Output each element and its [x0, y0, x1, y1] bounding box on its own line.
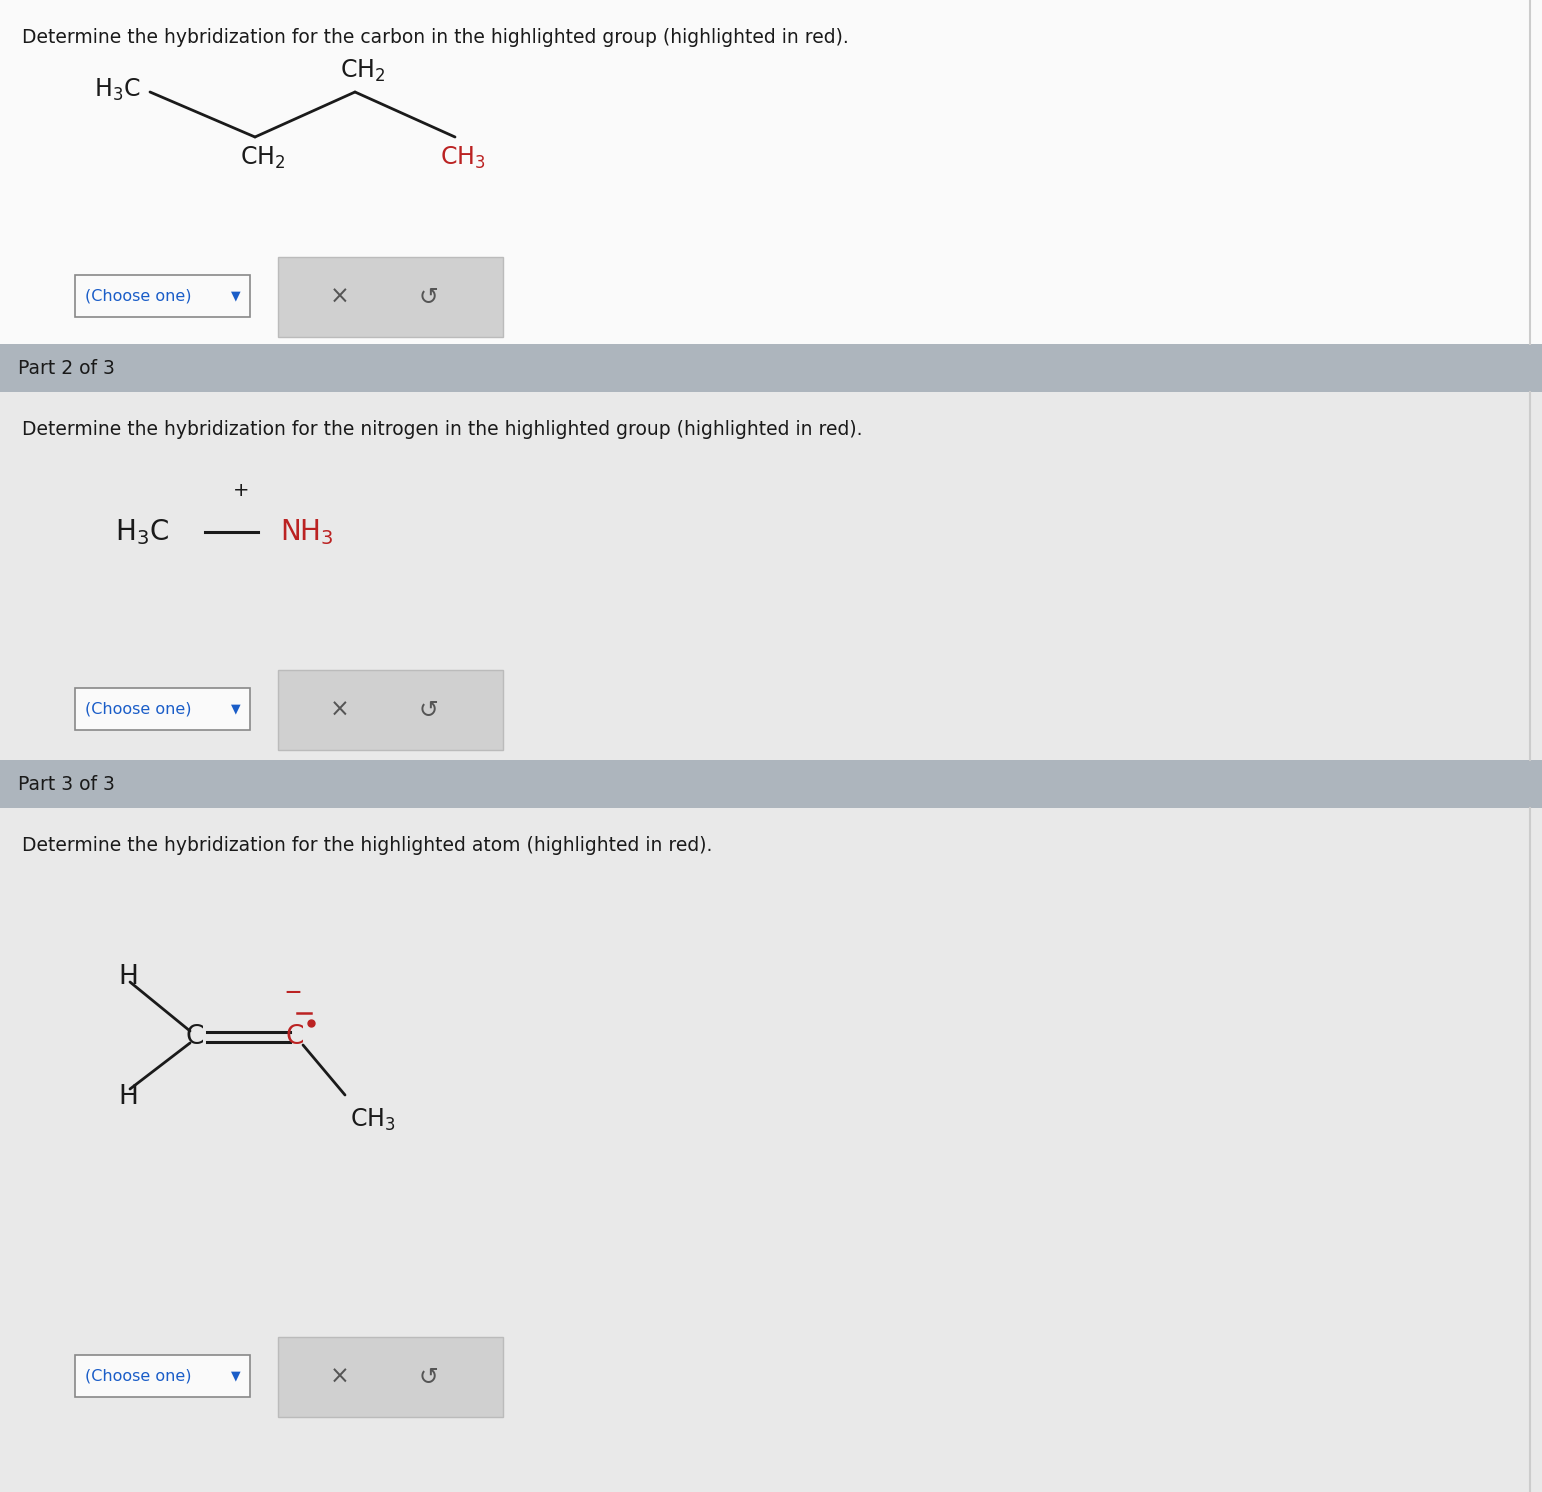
Text: ▼: ▼ [231, 703, 241, 716]
Text: C: C [187, 1024, 204, 1050]
Text: (Choose one): (Choose one) [85, 1368, 191, 1383]
Text: CH$_3$: CH$_3$ [350, 1107, 396, 1134]
FancyBboxPatch shape [278, 1337, 503, 1417]
FancyBboxPatch shape [0, 759, 1542, 809]
Text: ↺: ↺ [418, 285, 438, 309]
FancyBboxPatch shape [76, 688, 250, 730]
Text: C: C [285, 1024, 304, 1050]
Text: (Choose one): (Choose one) [85, 288, 191, 303]
FancyBboxPatch shape [0, 392, 1542, 759]
Text: Determine the hybridization for the carbon in the highlighted group (highlighted: Determine the hybridization for the carb… [22, 28, 848, 48]
Text: Determine the hybridization for the nitrogen in the highlighted group (highlight: Determine the hybridization for the nitr… [22, 421, 862, 439]
Text: H: H [119, 964, 137, 991]
Text: ×: × [330, 698, 350, 722]
FancyBboxPatch shape [278, 670, 503, 750]
Text: +: + [233, 480, 250, 500]
Text: ▼: ▼ [231, 1370, 241, 1383]
FancyBboxPatch shape [0, 0, 1542, 345]
Text: ×: × [330, 1365, 350, 1389]
FancyBboxPatch shape [76, 1355, 250, 1397]
FancyBboxPatch shape [0, 345, 1542, 392]
Text: Determine the hybridization for the highlighted atom (highlighted in red).: Determine the hybridization for the high… [22, 836, 712, 855]
Text: ×: × [330, 285, 350, 309]
Text: ↺: ↺ [418, 698, 438, 722]
FancyBboxPatch shape [76, 275, 250, 316]
Text: H$_3$C: H$_3$C [116, 518, 170, 548]
Text: CH$_3$: CH$_3$ [439, 145, 486, 172]
Text: NH$_3$: NH$_3$ [281, 518, 333, 548]
FancyBboxPatch shape [278, 257, 503, 337]
Text: ↺: ↺ [418, 1365, 438, 1389]
Text: CH$_2$: CH$_2$ [339, 58, 386, 84]
Text: Part 3 of 3: Part 3 of 3 [19, 774, 114, 794]
Text: ▼: ▼ [231, 289, 241, 303]
FancyBboxPatch shape [0, 809, 1542, 1492]
Text: (Choose one): (Choose one) [85, 701, 191, 716]
Text: Part 2 of 3: Part 2 of 3 [19, 358, 114, 377]
Text: H: H [119, 1085, 137, 1110]
Text: H$_3$C: H$_3$C [94, 78, 140, 103]
Text: CH$_2$: CH$_2$ [241, 145, 285, 172]
